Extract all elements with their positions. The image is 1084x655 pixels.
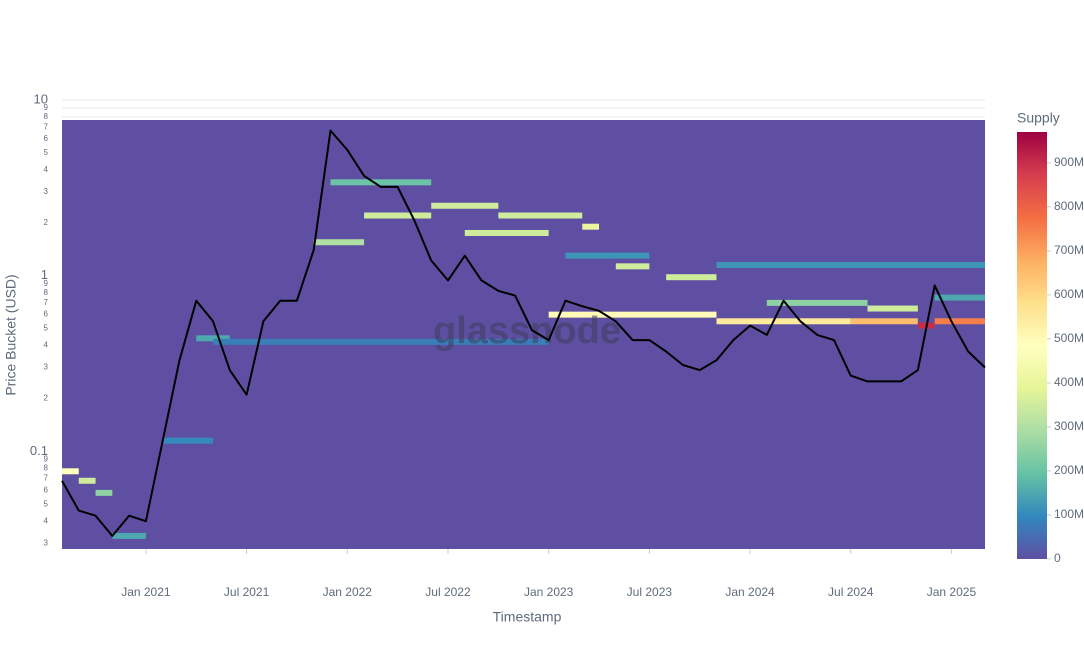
- colorbar-tick-label: 900M: [1054, 155, 1084, 169]
- heatmap-cell: [464, 229, 549, 236]
- heatmap-cell: [431, 202, 499, 209]
- y-tick-label: 6: [44, 134, 49, 143]
- y-tick-label: 9: [44, 454, 49, 463]
- y-tick-label: 5: [44, 324, 49, 333]
- colorbar-tick-label: 700M: [1054, 243, 1084, 257]
- heatmap-cell: [95, 489, 113, 496]
- x-tick-label: Jul 2023: [627, 585, 673, 599]
- colorbar-tick-label: 300M: [1054, 419, 1084, 433]
- colorbar-tick-label: 600M: [1054, 287, 1084, 301]
- y-tick-label: 3: [44, 538, 49, 547]
- y-tick-label: 5: [44, 148, 49, 157]
- heatmap-cell: [112, 532, 146, 539]
- heatmap-cell: [716, 318, 851, 325]
- x-tick-label: Jan 2022: [323, 585, 373, 599]
- y-tick-label: 4: [44, 341, 49, 350]
- y-axis-title: Price Bucket (USD): [3, 274, 19, 395]
- x-tick-label: Jan 2024: [725, 585, 775, 599]
- x-axis-title: Timestamp: [493, 609, 562, 625]
- y-tick-label: 8: [44, 463, 49, 472]
- heatmap-cell: [850, 318, 918, 325]
- heatmap-cell: [716, 262, 985, 269]
- y-tick-label: 5: [44, 499, 49, 508]
- x-tick-label: Jan 2023: [524, 585, 574, 599]
- y-tick-label: 4: [44, 516, 49, 525]
- heatmap-cell: [615, 263, 650, 270]
- heatmap-cell: [548, 311, 717, 318]
- heatmap-cell: [565, 252, 650, 259]
- colorbar-tick-label: 400M: [1054, 375, 1084, 389]
- heatmap-cell: [766, 299, 868, 306]
- colorbar-tick-label: 100M: [1054, 507, 1084, 521]
- y-tick-label: 9: [44, 279, 49, 288]
- heatmap-cell: [867, 305, 918, 312]
- heatmap-cell: [934, 294, 985, 301]
- heatmap-cell: [934, 318, 985, 325]
- price-line: [61, 129, 986, 537]
- heatmap-cell: [582, 223, 600, 230]
- heatmap-cell: [162, 437, 214, 444]
- x-tick-label: Jul 2021: [224, 585, 270, 599]
- heatmap-cell: [313, 239, 365, 246]
- y-tick-label: 6: [44, 485, 49, 494]
- y-tick-label: 3: [44, 363, 49, 372]
- colorbar-tick-label: 800M: [1054, 199, 1084, 213]
- y-tick-label: 7: [44, 298, 49, 307]
- heatmap-cell: [330, 179, 432, 186]
- heatmap-cell: [364, 212, 432, 219]
- y-tick-label: 0.1: [30, 443, 48, 458]
- y-tick-label: 4: [44, 165, 49, 174]
- colorbar-tick-label: 500M: [1054, 331, 1084, 345]
- x-tick-label: Jul 2024: [828, 585, 874, 599]
- y-tick-label: 8: [44, 112, 49, 121]
- colorbar-tick-label: 200M: [1054, 463, 1084, 477]
- y-tick-label: 2: [44, 394, 49, 403]
- heatmap-cell: [78, 477, 96, 484]
- colorbar-title: Supply: [1017, 110, 1060, 126]
- x-tick-label: Jan 2025: [927, 585, 977, 599]
- colorbar-tick-label: 0: [1054, 551, 1061, 565]
- y-tick-label: 7: [44, 122, 49, 131]
- heatmap-cell: [62, 468, 79, 475]
- y-tick-label: 6: [44, 310, 49, 319]
- y-tick-label: 10: [34, 91, 48, 106]
- x-tick-label: Jul 2022: [425, 585, 471, 599]
- heatmap-cell: [196, 335, 230, 342]
- y-tick-label: 9: [44, 103, 49, 112]
- heatmap-background: [62, 120, 985, 549]
- heatmap-cell: [498, 212, 583, 219]
- heatmap-cell: [213, 338, 549, 345]
- y-tick-label: 7: [44, 474, 49, 483]
- watermark: glassnode: [433, 310, 621, 352]
- y-tick-label: 1: [41, 267, 48, 282]
- heatmap-cell: [666, 274, 717, 281]
- y-tick-label: 3: [44, 187, 49, 196]
- x-tick-label: Jan 2021: [121, 585, 171, 599]
- y-tick-label: 2: [44, 218, 49, 227]
- y-tick-label: 8: [44, 288, 49, 297]
- colorbar: [1017, 132, 1047, 559]
